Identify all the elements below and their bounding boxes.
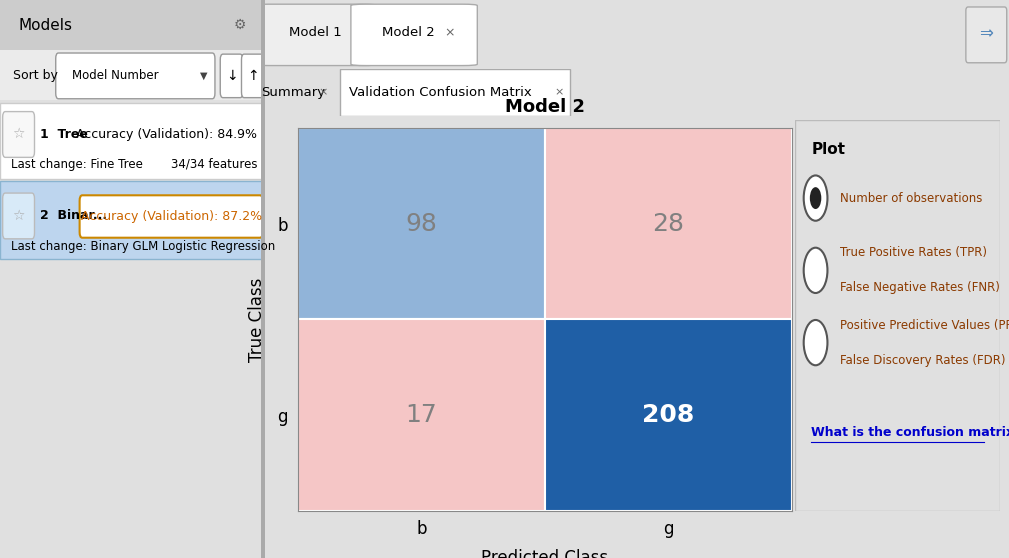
Bar <box>0 103 265 179</box>
FancyBboxPatch shape <box>220 54 243 98</box>
Text: Accuracy (Validation): 87.2%: Accuracy (Validation): 87.2% <box>81 210 261 223</box>
Y-axis label: True Class: True Class <box>248 277 266 362</box>
Circle shape <box>810 187 821 209</box>
Bar <box>0 103 265 179</box>
Text: Summary: Summary <box>261 86 326 99</box>
Circle shape <box>804 320 827 365</box>
FancyBboxPatch shape <box>3 193 34 239</box>
Text: Models: Models <box>18 18 73 32</box>
Text: 208: 208 <box>643 403 694 427</box>
Text: 1  Tree: 1 Tree <box>39 128 88 141</box>
Bar <box>0 181 265 259</box>
Bar <box>0 50 265 100</box>
Text: ↑: ↑ <box>247 69 258 83</box>
X-axis label: Predicted Class: Predicted Class <box>481 550 608 558</box>
FancyBboxPatch shape <box>80 195 262 238</box>
Bar <box>0 0 265 50</box>
Text: Sort by: Sort by <box>13 69 59 82</box>
Text: Model 1: Model 1 <box>290 26 342 39</box>
Text: Last change: Fine Tree: Last change: Fine Tree <box>11 157 142 171</box>
Text: False Negative Rates (FNR): False Negative Rates (FNR) <box>840 281 1000 295</box>
Text: ⚙: ⚙ <box>233 18 246 32</box>
FancyBboxPatch shape <box>254 4 377 66</box>
Bar <box>545 128 792 319</box>
Circle shape <box>804 248 827 293</box>
Text: 98: 98 <box>406 212 437 236</box>
Text: 34/34 features: 34/34 features <box>171 157 257 171</box>
Text: Last change: Binary GLM Logistic Regression: Last change: Binary GLM Logistic Regress… <box>11 240 274 253</box>
Text: Positive Predictive Values (PPV): Positive Predictive Values (PPV) <box>840 319 1009 331</box>
Text: ×: × <box>319 88 328 97</box>
FancyBboxPatch shape <box>351 4 477 66</box>
Text: ×: × <box>445 26 455 39</box>
Text: ⇒: ⇒ <box>980 25 993 42</box>
FancyBboxPatch shape <box>241 54 264 98</box>
Text: What is the confusion matrix?: What is the confusion matrix? <box>811 426 1009 439</box>
Text: ↓: ↓ <box>226 69 237 83</box>
Title: Model 2: Model 2 <box>504 98 585 116</box>
Text: 28: 28 <box>653 212 684 236</box>
Text: ▼: ▼ <box>201 71 208 81</box>
Text: ☆: ☆ <box>12 127 25 142</box>
Text: Model 2: Model 2 <box>381 26 435 39</box>
Bar <box>545 319 792 511</box>
Text: ☆: ☆ <box>12 209 25 223</box>
Text: 2  Binar...: 2 Binar... <box>39 209 107 223</box>
FancyBboxPatch shape <box>966 7 1007 62</box>
Circle shape <box>804 175 827 221</box>
Text: 17: 17 <box>406 403 437 427</box>
Text: ×: × <box>554 88 564 97</box>
Text: Plot: Plot <box>811 142 846 157</box>
Text: ⚙: ⚙ <box>986 26 998 40</box>
FancyBboxPatch shape <box>55 53 215 99</box>
FancyBboxPatch shape <box>3 112 34 157</box>
Text: Validation Confusion Matrix: Validation Confusion Matrix <box>349 86 532 99</box>
Bar <box>261 0 265 558</box>
Bar <box>0 181 265 259</box>
Bar <box>340 69 570 116</box>
Text: True Positive Rates (TPR): True Positive Rates (TPR) <box>840 246 987 259</box>
Text: Accuracy (Validation): 84.9%: Accuracy (Validation): 84.9% <box>77 128 257 141</box>
Bar <box>298 319 545 511</box>
Text: Number of observations: Number of observations <box>840 191 983 205</box>
Text: Model Number: Model Number <box>72 69 158 83</box>
Bar <box>298 128 545 319</box>
Text: False Discovery Rates (FDR): False Discovery Rates (FDR) <box>840 354 1006 367</box>
